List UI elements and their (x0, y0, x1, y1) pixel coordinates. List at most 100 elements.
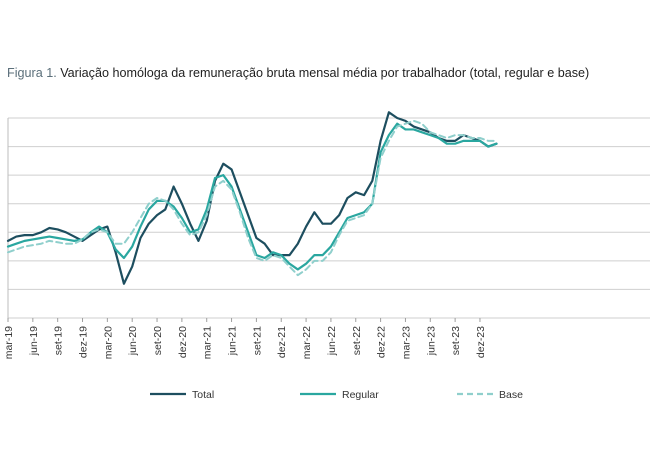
data-point (148, 208, 150, 210)
data-point (429, 131, 431, 133)
data-point (330, 223, 332, 225)
data-point (131, 246, 133, 248)
data-point (7, 246, 9, 248)
data-point (24, 246, 26, 248)
data-point (65, 231, 67, 233)
data-point (346, 217, 348, 219)
figure-number: Figura 1. (7, 66, 57, 80)
x-tick-label: mar-21 (202, 326, 214, 359)
legend: Total Regular Base (150, 389, 523, 401)
data-point (131, 231, 133, 233)
x-tick-label: jun-20 (127, 326, 139, 356)
data-point (404, 123, 406, 125)
figure-title: Figura 1. Variação homóloga da remuneraç… (7, 66, 589, 80)
data-point (446, 137, 448, 139)
data-point (7, 240, 9, 242)
data-point (338, 234, 340, 236)
data-point (123, 257, 125, 259)
data-point (90, 234, 92, 236)
legend-label-regular: Regular (342, 389, 379, 401)
data-point (32, 238, 34, 240)
data-point (404, 120, 406, 122)
data-point (197, 240, 199, 242)
x-tick-label: jun-19 (28, 326, 40, 356)
data-point (15, 236, 17, 238)
figure-caption: Variação homóloga da remuneração bruta m… (60, 66, 590, 80)
data-point (272, 254, 274, 256)
data-point (7, 251, 9, 253)
data-point (123, 283, 125, 285)
data-point (214, 186, 216, 188)
data-point (181, 203, 183, 205)
data-point (305, 263, 307, 265)
data-point (413, 120, 415, 122)
data-point (330, 246, 332, 248)
data-point (363, 211, 365, 213)
data-point (214, 177, 216, 179)
data-point (371, 203, 373, 205)
data-point (197, 228, 199, 230)
data-point (73, 243, 75, 245)
data-point (487, 146, 489, 148)
x-tick-label: set-19 (53, 326, 65, 355)
series-points-base (7, 120, 498, 276)
x-tick-label: mar-20 (102, 326, 114, 359)
x-tick-label: dez-23 (475, 326, 487, 358)
data-point (404, 128, 406, 130)
data-point (98, 228, 100, 230)
data-point (355, 214, 357, 216)
data-point (438, 134, 440, 136)
data-point (363, 194, 365, 196)
data-point (115, 248, 117, 250)
data-point (57, 237, 59, 239)
data-point (40, 237, 42, 239)
data-point (388, 134, 390, 136)
x-tick-label: jun-23 (425, 326, 437, 356)
data-point (57, 228, 59, 230)
x-tick-label: mar-22 (301, 326, 313, 359)
data-point (123, 243, 125, 245)
data-point (106, 226, 108, 228)
data-point (346, 220, 348, 222)
data-point (164, 200, 166, 202)
data-point (305, 268, 307, 270)
data-point (363, 214, 365, 216)
data-point (421, 131, 423, 133)
legend-label-base: Base (499, 389, 523, 401)
data-point (413, 126, 415, 128)
data-point (446, 140, 448, 142)
data-point (65, 243, 67, 245)
data-point (48, 227, 50, 229)
data-point (255, 257, 257, 259)
data-point (396, 126, 398, 128)
x-tick-label: dez-20 (177, 326, 189, 358)
data-point (181, 223, 183, 225)
data-point (173, 208, 175, 210)
data-point (106, 231, 108, 233)
data-point (40, 243, 42, 245)
data-point (471, 137, 473, 139)
data-point (355, 217, 357, 219)
gridlines (7, 117, 650, 319)
data-point (322, 260, 324, 262)
data-point (330, 251, 332, 253)
data-point (289, 254, 291, 256)
data-point (181, 217, 183, 219)
x-tick-label: set-23 (450, 326, 462, 355)
data-point (496, 143, 498, 145)
data-point (429, 134, 431, 136)
data-point (479, 140, 481, 142)
data-point (462, 134, 464, 136)
data-point (222, 163, 224, 165)
data-point (264, 260, 266, 262)
x-tick-label: dez-19 (78, 326, 90, 358)
series-lines (6, 111, 498, 285)
data-point (297, 274, 299, 276)
x-tick-label: set-21 (251, 326, 263, 355)
data-point (231, 188, 233, 190)
data-point (139, 226, 141, 228)
data-point (148, 203, 150, 205)
data-point (247, 237, 249, 239)
data-point (479, 137, 481, 139)
